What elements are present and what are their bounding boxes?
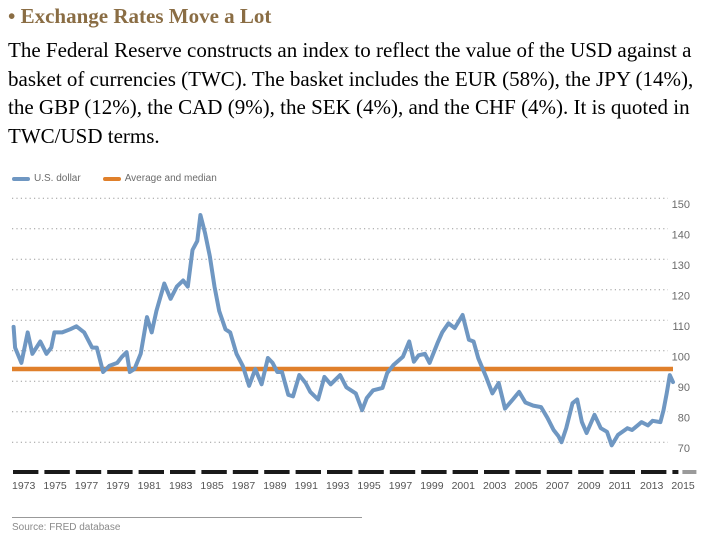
y-axis-labels: 70 80 90 100 110 120 130 140 150 — [672, 199, 690, 455]
x-axis-segment-1995 — [358, 470, 384, 474]
x-tick-label-1985: 1985 — [200, 480, 224, 492]
legend-item-average: Average and median — [102, 173, 217, 184]
chart-series — [11, 213, 675, 448]
x-tick-label-1977: 1977 — [75, 480, 99, 492]
x-tick-label-1997: 1997 — [389, 480, 413, 492]
x-tick-label-1995: 1995 — [357, 480, 381, 492]
x-axis-segment-1997 — [389, 470, 416, 474]
x-axis-segment-1991 — [295, 470, 321, 474]
x-tick-label-1989: 1989 — [263, 480, 287, 492]
x-axis-segment-1975 — [44, 470, 70, 474]
y-tick-label-120: 120 — [672, 291, 690, 303]
x-tick-label-1973: 1973 — [12, 480, 36, 492]
x-tick-label-2001: 2001 — [452, 480, 476, 492]
x-tick-label-1983: 1983 — [169, 480, 193, 492]
x-axis-segment-1977 — [75, 470, 102, 474]
legend-swatch-average — [102, 176, 121, 181]
legend-label-usd: U.S. dollar — [34, 173, 81, 184]
legend-item-usd: U.S. dollar — [12, 173, 81, 184]
source-note: Source: FRED database — [12, 522, 121, 533]
series-line-us-dollar — [11, 213, 675, 448]
x-axis-segment-1987 — [232, 470, 259, 474]
x-tick-label-2007: 2007 — [546, 480, 570, 492]
x-axis-segment-1985 — [201, 470, 227, 474]
x-axis-segment-1973 — [13, 470, 39, 474]
x-tick-label-1979: 1979 — [106, 480, 130, 492]
y-tick-label-110: 110 — [672, 321, 690, 333]
x-axis-segment-1989 — [264, 470, 290, 474]
source-divider — [12, 517, 362, 518]
y-tick-label-140: 140 — [672, 230, 690, 242]
x-axis-segment-2001 — [452, 470, 478, 474]
x-tick-label-1999: 1999 — [420, 480, 444, 492]
x-axis-segment-2013 — [641, 470, 667, 474]
x-tick-label-2003: 2003 — [483, 480, 507, 492]
x-tick-label-2011: 2011 — [609, 480, 632, 492]
x-axis-segment-1993 — [327, 470, 353, 474]
x-axis-segment-2003 — [484, 470, 510, 474]
x-tick-label-2013: 2013 — [640, 480, 664, 492]
y-tick-label-80: 80 — [678, 413, 690, 425]
slide-paragraph: The Federal Reserve constructs an index … — [8, 38, 694, 148]
x-axis-segment-1979 — [107, 470, 133, 474]
x-tick-label-2015: 2015 — [671, 480, 695, 492]
y-tick-label-100: 100 — [672, 352, 690, 364]
x-axis-segment-2007 — [546, 470, 573, 474]
chart-legend: U.S. dollar Average and median — [12, 173, 239, 184]
grid-lines — [12, 197, 668, 443]
x-tick-label-1987: 1987 — [232, 480, 256, 492]
x-tick-label-1975: 1975 — [43, 480, 67, 492]
x-tick-label-1993: 1993 — [326, 480, 350, 492]
slide-heading: • Exchange Rates Move a Lot — [8, 4, 272, 28]
x-axis-segment-2015 — [672, 470, 679, 474]
y-tick-label-90: 90 — [678, 382, 690, 394]
x-tick-label-2009: 2009 — [577, 480, 601, 492]
legend-swatch-usd — [12, 176, 30, 181]
legend-label-average: Average and median — [124, 173, 217, 184]
x-axis-segment-1983 — [170, 470, 196, 474]
x-axis-segment-2011 — [609, 470, 635, 474]
y-tick-label-70: 70 — [678, 443, 690, 455]
x-axis-segment-2009 — [578, 470, 604, 474]
x-axis-segment-future — [682, 470, 697, 474]
y-tick-label-130: 130 — [672, 260, 690, 272]
x-tick-label-1991: 1991 — [295, 480, 319, 492]
x-axis: 1973 1975 1977 1979 1981 1983 1985 1987 1989 1991… — [12, 470, 697, 492]
x-axis-segment-1999 — [421, 470, 447, 474]
x-tick-label-2005: 2005 — [514, 480, 538, 492]
x-axis-segment-2005 — [515, 470, 541, 474]
x-tick-label-1981: 1981 — [138, 480, 162, 492]
y-tick-label-150: 150 — [672, 199, 690, 211]
x-axis-segment-1981 — [138, 470, 164, 474]
